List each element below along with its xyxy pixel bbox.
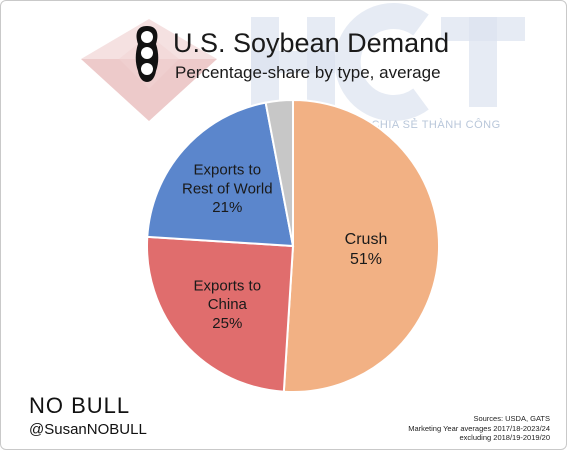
slice-label-line: 51%: [350, 251, 382, 268]
sources-line: Sources: USDA, GATS: [473, 414, 550, 423]
sources-line: Marketing Year averages 2017/18-2023/24: [408, 423, 550, 433]
sources-line: excluding 2018/19-2019/20: [459, 433, 551, 442]
soybean-pod-icon: [135, 26, 159, 82]
chart-title: U.S. Soybean Demand: [173, 28, 450, 58]
pie-slice: [146, 101, 295, 248]
slice-label-line: Exports to: [194, 162, 262, 179]
slice-label-line: Exports to: [194, 277, 262, 294]
pie-slice: [264, 98, 294, 247]
slice-label: Exports to China 25%: [194, 277, 262, 332]
pie-slice: [282, 98, 441, 393]
slice-label-line: China: [208, 296, 248, 313]
pie-slice: [146, 235, 295, 393]
chart-subtitle: Percentage-share by type, average: [175, 63, 441, 82]
slice-label-line: 21%: [212, 199, 242, 216]
brand-logo: NO BULL: [29, 393, 131, 418]
slice-label-line: Rest of World: [182, 180, 273, 197]
slice-label: Crush 51%: [345, 231, 388, 268]
sources-note: Sources: USDA, GATS Marketing Year avera…: [408, 414, 550, 443]
slice-label-line: Crush: [345, 231, 388, 248]
slice-label-line: 25%: [212, 315, 242, 332]
slice-label: Exports to Rest of World 21%: [182, 162, 273, 217]
author-handle: @SusanNOBULL: [29, 421, 147, 438]
